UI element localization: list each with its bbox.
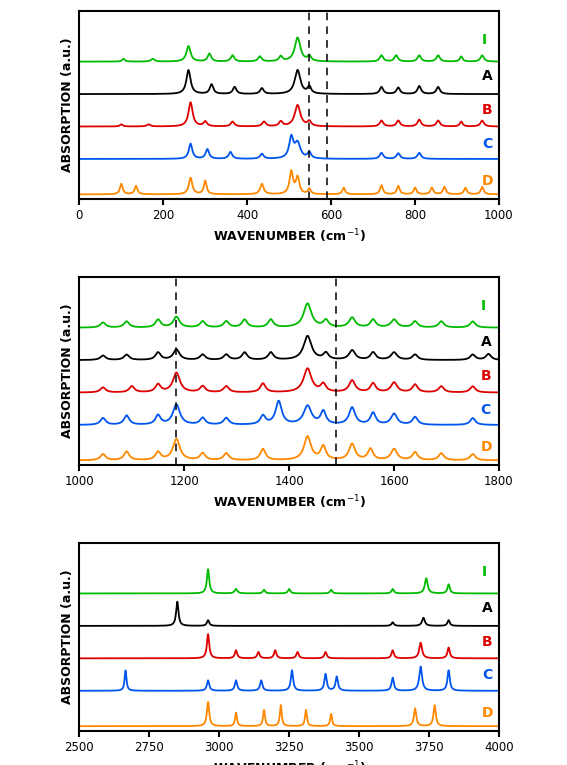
Text: B: B xyxy=(482,635,493,649)
Text: I: I xyxy=(482,34,487,47)
Text: C: C xyxy=(482,669,492,682)
Text: I: I xyxy=(482,565,487,579)
Text: A: A xyxy=(482,69,493,83)
Text: B: B xyxy=(482,103,493,117)
Text: C: C xyxy=(481,402,491,416)
Text: A: A xyxy=(482,601,493,614)
X-axis label: WAVENUMBER (cm$^{-1}$): WAVENUMBER (cm$^{-1}$) xyxy=(213,228,366,246)
Y-axis label: ABSORPTION (a.u.): ABSORPTION (a.u.) xyxy=(61,304,74,438)
Text: A: A xyxy=(481,334,492,349)
Text: D: D xyxy=(482,706,494,720)
Y-axis label: ABSORPTION (a.u.): ABSORPTION (a.u.) xyxy=(61,570,74,705)
X-axis label: WAVENUMBER (cm$^{-1}$): WAVENUMBER (cm$^{-1}$) xyxy=(213,493,366,511)
Text: B: B xyxy=(481,369,491,383)
Y-axis label: ABSORPTION (a.u.): ABSORPTION (a.u.) xyxy=(61,37,74,172)
Text: I: I xyxy=(481,299,486,314)
Text: D: D xyxy=(481,440,492,454)
Text: C: C xyxy=(482,137,492,151)
Text: D: D xyxy=(482,174,494,188)
X-axis label: WAVENUMBER (cm$^{-1}$): WAVENUMBER (cm$^{-1}$) xyxy=(213,760,366,765)
